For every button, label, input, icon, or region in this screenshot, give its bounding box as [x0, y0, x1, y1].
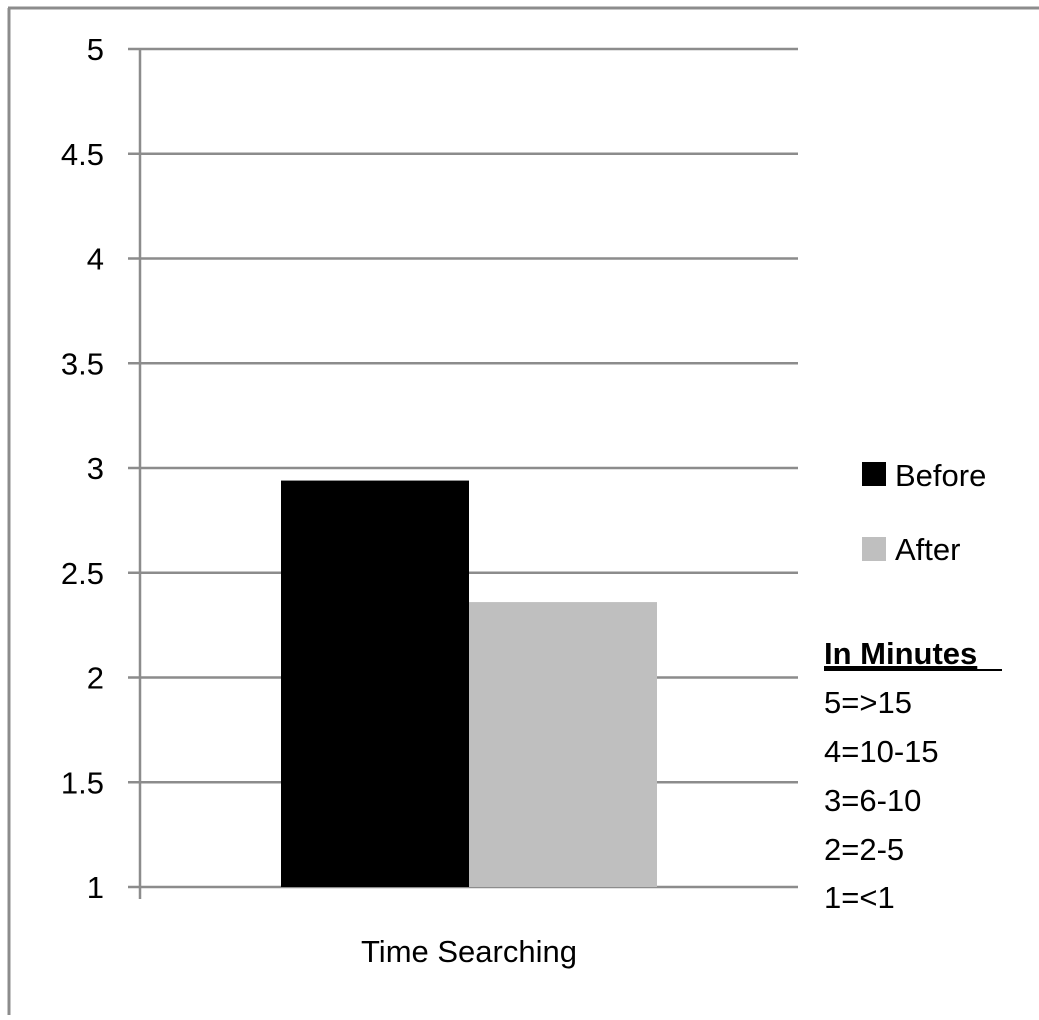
minutes-key-line: 2=2-5 — [824, 832, 904, 867]
y-tick-label: 4.5 — [61, 137, 104, 172]
legend-label-before: Before — [895, 458, 986, 493]
legend-label-after: After — [895, 532, 960, 567]
y-tick-label: 1.5 — [61, 765, 104, 800]
y-tick-label: 2.5 — [61, 556, 104, 591]
legend-swatch-before — [862, 462, 886, 486]
bar-before — [281, 480, 469, 887]
bar-after — [469, 602, 657, 887]
minutes-key-heading: In Minutes — [824, 636, 977, 671]
y-tick-labels: 1 1.5 2 2.5 3 3.5 4 4.5 5 — [61, 32, 104, 905]
y-tick-label: 5 — [87, 32, 104, 67]
legend: Before After — [862, 458, 986, 567]
minutes-key-line: 1=<1 — [824, 880, 895, 915]
minutes-key-line: 5=>15 — [824, 685, 912, 720]
y-tick-label: 2 — [87, 661, 104, 696]
minutes-key-line: 3=6-10 — [824, 783, 921, 818]
x-tick-label: Time Searching — [361, 934, 577, 969]
y-tick-label: 3 — [87, 451, 104, 486]
minutes-key-line: 4=10-15 — [824, 734, 939, 769]
y-tick-label: 1 — [87, 870, 104, 905]
bars — [281, 480, 657, 887]
y-tick-label: 3.5 — [61, 346, 104, 381]
x-tick-labels: Time Searching — [361, 934, 577, 969]
minutes-key: In Minutes 5=>15 4=10-15 3=6-10 2=2-5 1=… — [824, 636, 1002, 915]
y-tick-label: 4 — [87, 242, 104, 277]
legend-swatch-after — [862, 537, 886, 561]
